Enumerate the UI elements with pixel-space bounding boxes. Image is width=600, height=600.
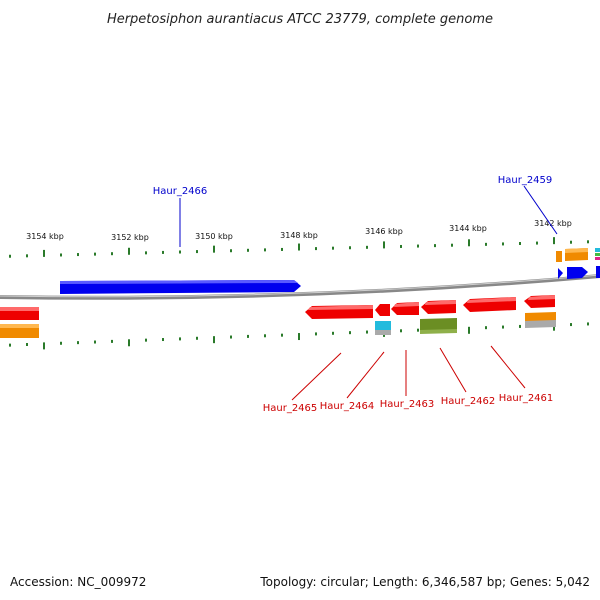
gene-haur-2463-highlight: [394, 302, 419, 307]
callout-haur-2461: [490, 345, 526, 389]
label-haur-2466[interactable]: Haur_2466: [153, 186, 208, 197]
label-haur-2462[interactable]: Haur_2462: [441, 396, 496, 407]
accession-text: Accession: NC_009972: [10, 575, 146, 589]
callout-haur-2464: [346, 351, 385, 399]
gene-grey-small[interactable]: [375, 330, 391, 335]
genome-summary-text: Topology: circular; Length: 6,346,587 bp…: [259, 575, 590, 589]
label-haur-2459[interactable]: Haur_2459: [498, 175, 553, 186]
gene-red-right-highlight: [528, 295, 555, 300]
ruler-labels: 3154 kbp 3152 kbp 3150 kbp 3148 kbp 3146…: [26, 219, 572, 242]
ruler-label: 3142 kbp: [534, 219, 572, 228]
gene-olive-shadow: [420, 329, 457, 334]
gene-left-red-highlight: [0, 307, 39, 311]
gene-orange-highlight: [565, 248, 588, 253]
callout-haur-2465: [291, 352, 342, 401]
gene-orange-small[interactable]: [556, 251, 562, 262]
ruler-label: 3146 kbp: [365, 227, 403, 236]
ruler-label: 3144 kbp: [449, 224, 487, 233]
gene-haur-2465-highlight: [308, 305, 373, 310]
gene-haur-2462-highlight: [425, 300, 456, 305]
forward-genes: [60, 248, 600, 294]
map-title: Herpetosiphon aurantiacus ATCC 23779, co…: [107, 12, 493, 27]
label-haur-2464[interactable]: Haur_2464: [320, 401, 375, 412]
bottom-ruler: [9, 322, 589, 350]
genome-backbone-highlight: [0, 274, 600, 298]
label-haur-2461[interactable]: Haur_2461: [499, 393, 554, 404]
gene-orange-bottom[interactable]: [525, 312, 556, 322]
gene-cyan-small[interactable]: [595, 248, 600, 252]
label-haur-2463[interactable]: Haur_2463: [380, 399, 435, 410]
gene-haur-2466-highlight: [60, 280, 298, 284]
gene-green-small[interactable]: [595, 253, 600, 256]
gene-haur-2464[interactable]: [375, 304, 390, 316]
ruler-label: 3150 kbp: [195, 232, 233, 241]
callout-lines: [179, 185, 558, 401]
top-ruler: [9, 237, 589, 258]
label-haur-2465[interactable]: Haur_2465: [263, 403, 318, 414]
gene-grey-bottom[interactable]: [525, 320, 556, 328]
genome-backbone: [0, 274, 600, 300]
gene-blue-edge[interactable]: [596, 266, 600, 278]
gene-magenta-small[interactable]: [595, 257, 600, 260]
gene-blue-right[interactable]: [567, 267, 588, 279]
gene-cyan[interactable]: [375, 321, 391, 330]
ruler-label: 3154 kbp: [26, 232, 64, 241]
ruler-label: 3148 kbp: [280, 231, 318, 240]
gene-labels: Haur_2466 Haur_2459 Haur_2465 Haur_2464 …: [153, 175, 554, 414]
callout-haur-2459: [523, 185, 558, 235]
gene-olive[interactable]: [420, 318, 457, 331]
reverse-genes: [0, 295, 556, 338]
callout-haur-2462: [439, 347, 467, 393]
gene-haur-2459[interactable]: [558, 268, 563, 279]
ruler-label: 3152 kbp: [111, 233, 149, 242]
gene-haur-2461-highlight: [467, 297, 516, 303]
gene-left-orange-highlight: [0, 324, 39, 328]
